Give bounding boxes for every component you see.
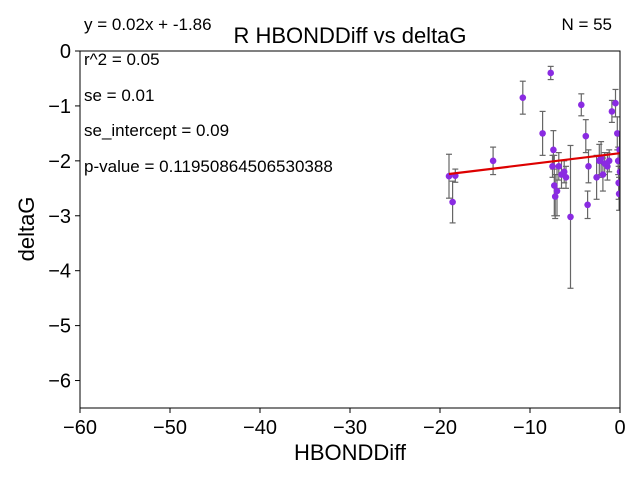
annotation-se-intercept: se_intercept = 0.09 (84, 121, 229, 140)
data-point (614, 157, 620, 165)
x-axis: −60 −50 −40 −30 −20 −10 0 (63, 408, 626, 439)
y-tick-label: −4 (48, 261, 71, 283)
y-tick-label: −3 (48, 206, 71, 228)
data-point (550, 146, 557, 154)
x-tick-label: −60 (63, 417, 97, 439)
annotation-se: se = 0.01 (84, 86, 154, 105)
data-point (612, 99, 619, 107)
annotation-equation: y = 0.02x + -1.86 (84, 15, 212, 34)
data-point (489, 157, 497, 165)
data-point (547, 69, 554, 77)
chart-title: R HBONDDiff vs deltaG (233, 23, 466, 48)
data-point (616, 168, 620, 176)
x-tick-label: −20 (423, 417, 457, 439)
x-tick-label: 0 (614, 417, 625, 439)
x-tick-label: −30 (333, 417, 367, 439)
y-tick-label: −1 (48, 96, 71, 118)
data-point (604, 163, 611, 170)
data-point (599, 171, 607, 178)
data-point (560, 168, 568, 176)
data-point (608, 108, 616, 115)
x-axis-label: HBONDDiff (294, 440, 407, 465)
y-axis-label: deltaG (14, 197, 39, 262)
x-tick-label: −10 (513, 417, 547, 439)
x-tick-label: −50 (153, 417, 187, 439)
data-point (578, 101, 585, 109)
plot-area (80, 51, 620, 408)
regression-line (448, 152, 620, 176)
data-point (562, 174, 570, 181)
data-point (519, 94, 527, 101)
y-tick-label: −6 (48, 371, 71, 393)
x-tick-label: −40 (243, 417, 277, 439)
data-point (616, 146, 620, 154)
data-point (549, 163, 556, 170)
chart-marks (445, 65, 620, 289)
y-tick-label: −5 (48, 316, 71, 338)
data-point (615, 190, 620, 198)
data-point (614, 130, 620, 137)
data-point (593, 174, 600, 181)
annotation-r2: r^2 = 0.05 (84, 50, 160, 69)
annotation-p-value: p-value = 0.11950864506530388 (84, 157, 333, 176)
y-axis: 0 −1 −2 −3 −4 −5 −6 (48, 41, 80, 393)
data-point (551, 193, 559, 200)
data-point (584, 201, 591, 209)
data-point (553, 187, 561, 195)
data-point (615, 179, 620, 187)
data-point (555, 163, 563, 170)
data-point (567, 213, 574, 221)
data-point (539, 130, 546, 137)
data-point (582, 132, 590, 140)
y-tick-label: −2 (48, 151, 71, 173)
fit-layer (448, 152, 620, 176)
annotation-n: N = 55 (561, 15, 612, 34)
data-point (449, 198, 456, 206)
y-tick-label: 0 (60, 41, 71, 63)
data-point (605, 157, 613, 165)
data-point (585, 163, 592, 170)
data-point (551, 182, 558, 189)
